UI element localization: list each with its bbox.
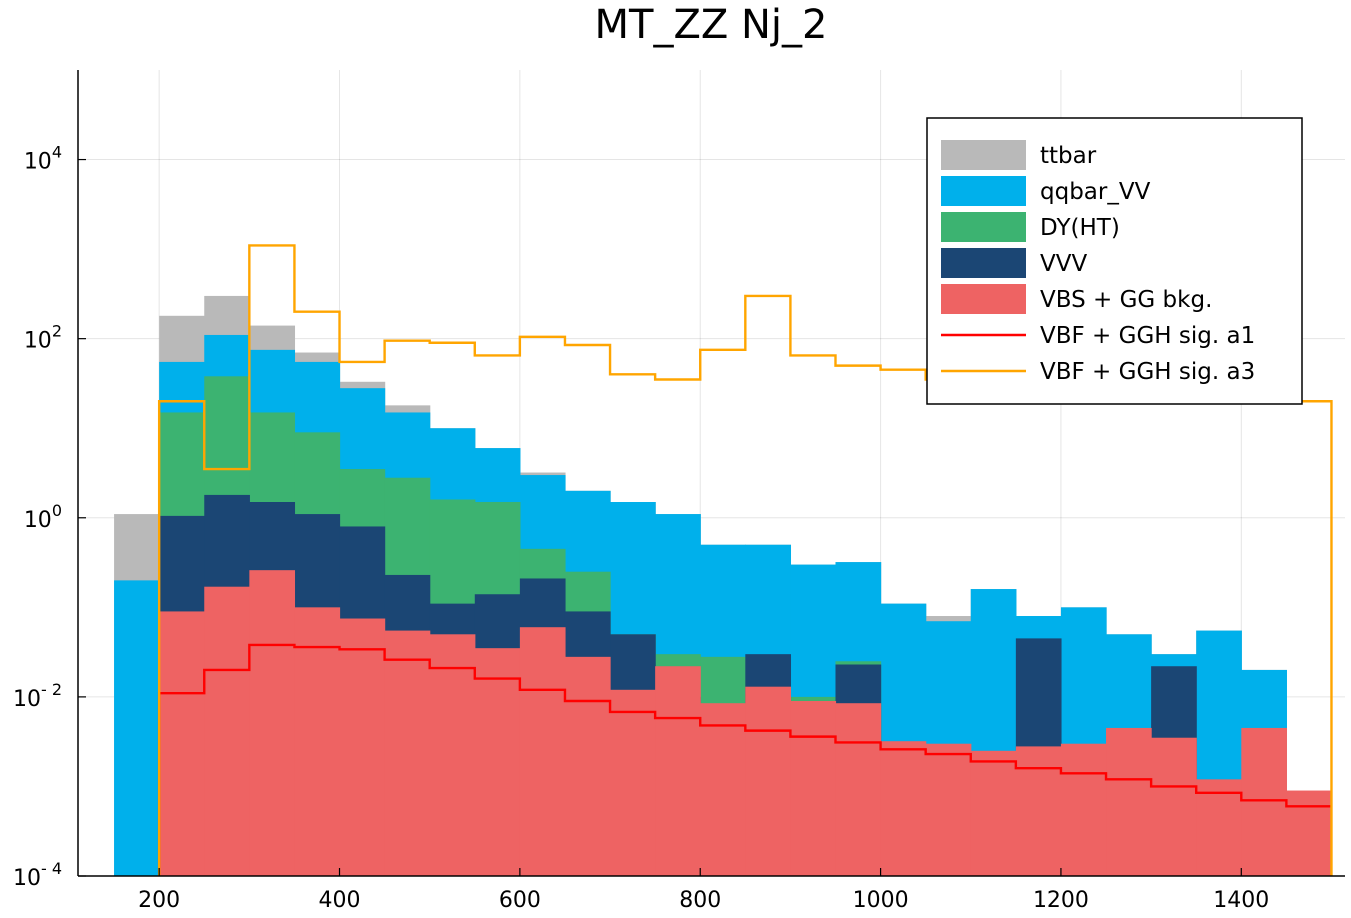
bar: [294, 607, 341, 876]
legend-swatch: [941, 248, 1026, 278]
x-tick-label: 200: [138, 888, 180, 913]
legend-label: VBF + GGH sig. a3: [1040, 359, 1255, 385]
y-tick-base: 10: [24, 508, 52, 533]
legend-label: VVV: [1040, 251, 1087, 277]
legend-swatch: [941, 140, 1026, 170]
stacked-bars: [114, 295, 1333, 877]
x-tick-label: 400: [319, 888, 361, 913]
y-tick-label: 10- 2: [13, 680, 62, 712]
bar: [1196, 779, 1242, 876]
y-tick-exponent: - 2: [41, 680, 62, 699]
legend-swatch: [941, 176, 1026, 206]
y-tick-exponent: - 4: [41, 859, 62, 878]
bar: [1060, 743, 1107, 876]
x-tick-label: 1000: [853, 888, 909, 913]
bar: [925, 743, 972, 876]
bar-series-vbs-gg-bkg-: [159, 570, 1333, 876]
legend: ttbar qqbar_VV DY(HT) VVV VBS + GG bkg. VBF +…: [926, 117, 1303, 405]
legend-label: ttbar: [1040, 143, 1097, 169]
bar: [1241, 727, 1287, 876]
y-tick-label: 10- 4: [13, 859, 62, 891]
line-series: [157, 643, 1332, 876]
y-tick-exponent: 4: [52, 143, 62, 162]
bar: [249, 570, 296, 876]
y-tick-base: 10: [13, 687, 41, 712]
y-tick-exponent: 2: [52, 322, 62, 341]
y-tick-exponent: 0: [52, 501, 62, 520]
bar: [880, 741, 927, 876]
bar: [384, 630, 431, 876]
legend-label: DY(HT): [1040, 215, 1120, 241]
bar: [339, 618, 386, 876]
bar: [790, 700, 837, 876]
bar: [700, 703, 746, 876]
bar: [1286, 790, 1333, 876]
y-tick-base: 10: [13, 866, 41, 891]
legend-label: qqbar_VV: [1040, 179, 1151, 205]
bar: [1015, 746, 1062, 876]
bar: [745, 686, 792, 876]
bar: [1151, 737, 1197, 876]
legend-swatch: [941, 212, 1026, 242]
y-tick-label: 100: [24, 501, 62, 533]
y-tick-base: 10: [24, 329, 52, 354]
bar: [474, 648, 521, 876]
x-tick-label: 600: [499, 888, 541, 913]
bar: [159, 611, 205, 876]
y-tick-label: 104: [24, 143, 62, 175]
bar: [970, 750, 1017, 876]
bar: [610, 689, 656, 876]
y-tick-label: 102: [24, 322, 62, 354]
y-tick-base: 10: [24, 150, 52, 175]
chart-title: MT_ZZ Nj_2: [595, 2, 828, 48]
bar: [1106, 727, 1152, 876]
bar: [655, 666, 701, 876]
x-tick-label: 800: [679, 888, 721, 913]
bar: [429, 634, 476, 876]
legend-label: VBF + GGH sig. a1: [1040, 323, 1255, 349]
legend-label: VBS + GG bkg.: [1040, 287, 1212, 313]
x-tick-label: 1200: [1033, 888, 1089, 913]
legend-swatch: [941, 284, 1026, 314]
bar: [519, 627, 566, 876]
bar: [564, 656, 611, 876]
bar: [204, 586, 250, 876]
bar: [835, 703, 882, 876]
bar: [114, 580, 160, 876]
x-tick-label: 1400: [1213, 888, 1269, 913]
